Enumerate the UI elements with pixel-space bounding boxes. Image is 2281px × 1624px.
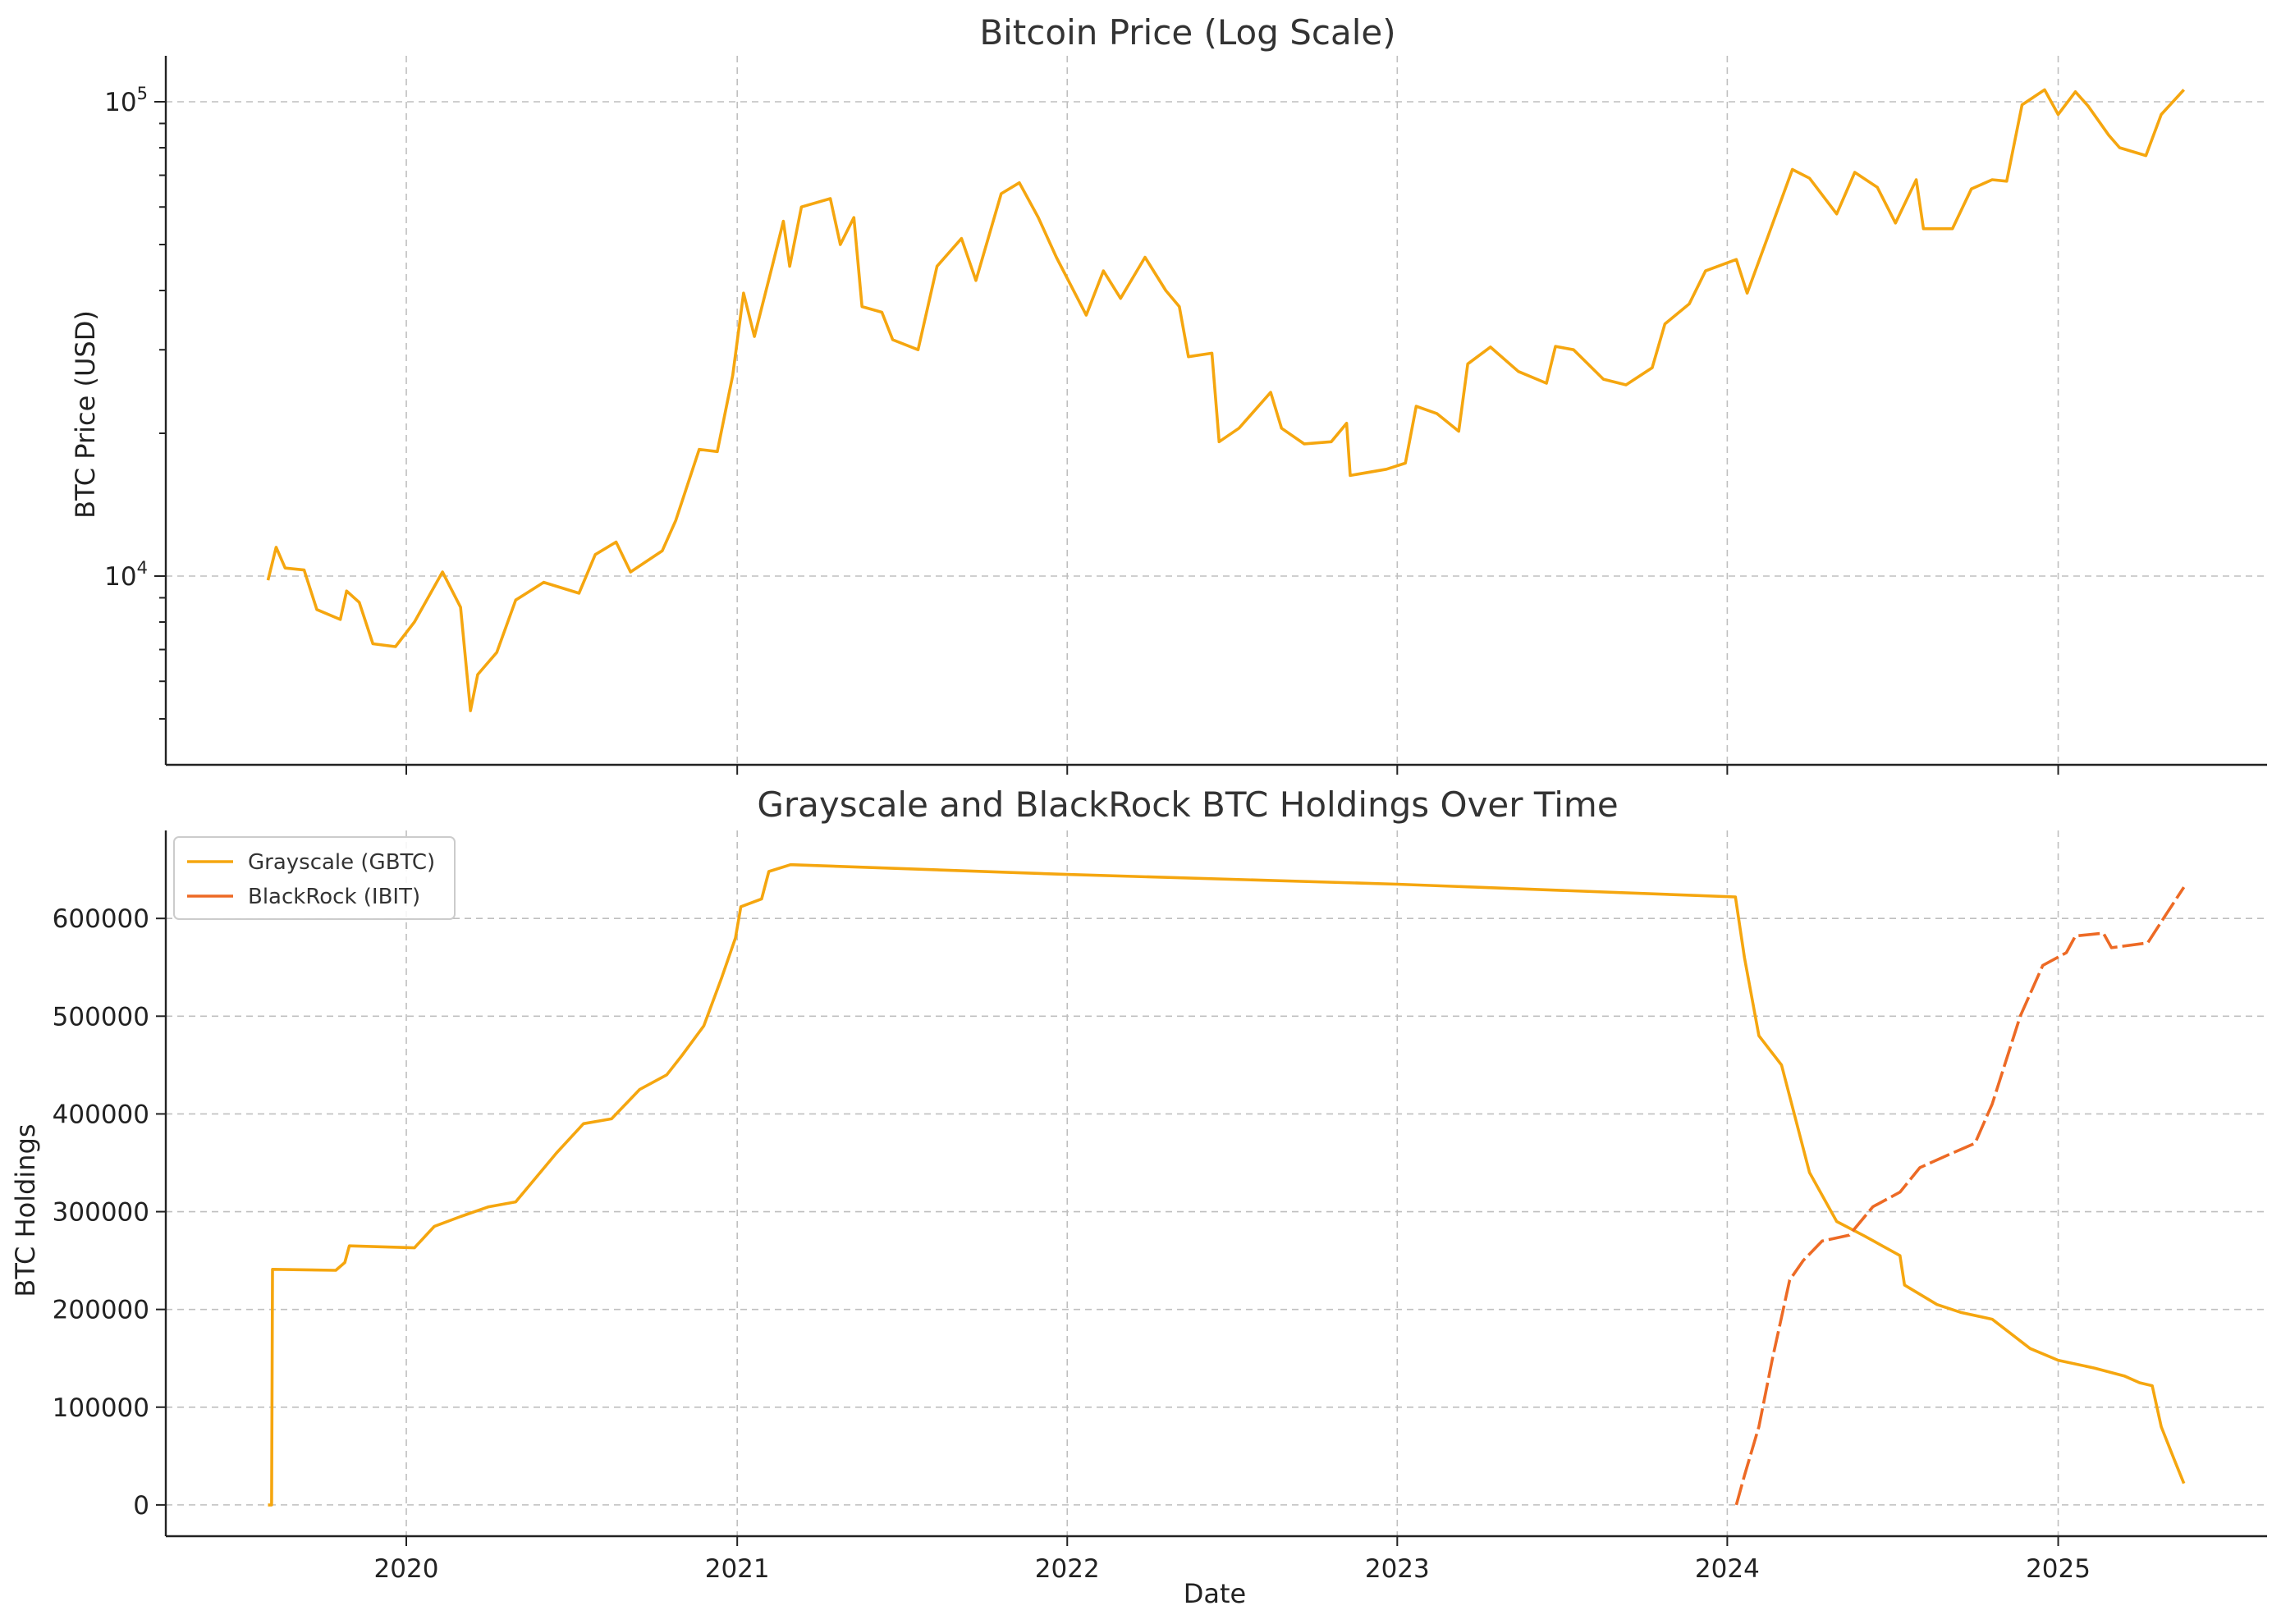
holdings-y-tick-label-300000: 300000 (53, 1198, 149, 1228)
x-tick-label-2021: 2021 (705, 1554, 770, 1584)
legend: Grayscale (GBTC) BlackRock (IBIT) (173, 836, 456, 920)
price-chart-y-ticks: 104 105 (104, 84, 148, 592)
holdings-y-tick-label-100000: 100000 (53, 1393, 149, 1423)
x-tick-label-2020: 2020 (374, 1554, 439, 1584)
x-tick-label-2022: 2022 (1035, 1554, 1100, 1584)
holdings-chart-y-axis-label: BTC Holdings (10, 1123, 41, 1297)
holdings-y-tick-label-200000: 200000 (53, 1296, 149, 1325)
holdings-y-tick-label-0: 0 (133, 1491, 149, 1521)
holdings-chart-title: Grayscale and BlackRock BTC Holdings Ove… (757, 785, 1618, 825)
price-y-tick-label: 105 (104, 84, 148, 117)
holdings-chart-x-ticks: 2020 2021 2022 2023 2024 2025 (374, 1554, 2091, 1584)
holdings-chart-x-axis-label: Date (1184, 1578, 1246, 1609)
legend-label-blackrock: BlackRock (IBIT) (248, 885, 420, 909)
grayscale-holdings-line (268, 862, 2186, 1507)
price-chart-axes (154, 56, 2267, 775)
blackrock-holdings-line (1734, 886, 2186, 1506)
price-chart-title: Bitcoin Price (Log Scale) (979, 12, 1395, 53)
holdings-chart-series (268, 862, 2186, 1507)
legend-label-grayscale: Grayscale (GBTC) (248, 850, 435, 875)
x-tick-label-2024: 2024 (1695, 1554, 1760, 1584)
legend-box (173, 836, 456, 920)
x-tick-label-2023: 2023 (1365, 1554, 1430, 1584)
price-chart-series (266, 88, 2186, 712)
holdings-chart-axes (156, 830, 2267, 1546)
holdings-chart-panel: Grayscale and BlackRock BTC Holdings Ove… (10, 785, 2267, 1609)
btc-price-line (266, 88, 2186, 712)
price-chart-grid (166, 56, 2267, 765)
holdings-chart-y-ticks: 0 100000 200000 300000 400000 500000 600000 (53, 904, 149, 1521)
holdings-y-tick-label-400000: 400000 (53, 1100, 149, 1129)
holdings-y-tick-label-500000: 500000 (53, 1002, 149, 1032)
x-tick-label-2025: 2025 (2026, 1554, 2091, 1584)
price-y-tick-label: 104 (104, 558, 148, 592)
price-chart-y-axis-label: BTC Price (USD) (70, 310, 101, 519)
holdings-y-tick-label-600000: 600000 (53, 904, 149, 934)
price-chart-panel: Bitcoin Price (Log Scale) 104 105 BTC Pri… (70, 12, 2267, 775)
holdings-chart-grid (166, 830, 2267, 1536)
